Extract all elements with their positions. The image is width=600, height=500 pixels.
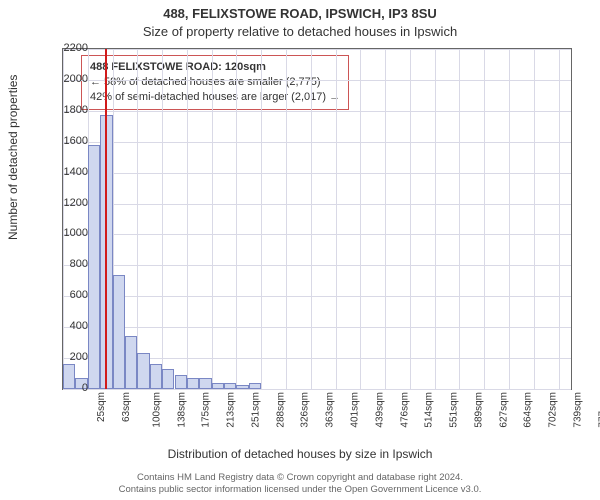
footer-line-1: Contains HM Land Registry data © Crown c…: [137, 472, 463, 483]
footer-attribution: Contains HM Land Registry data © Crown c…: [0, 472, 600, 496]
title-main: 488, FELIXSTOWE ROAD, IPSWICH, IP3 8SU: [0, 6, 600, 21]
info-line-3: 42% of semi-detached houses are larger (…: [90, 90, 340, 105]
x-tick: 100sqm: [151, 392, 162, 428]
x-tick: 664sqm: [523, 392, 534, 428]
x-tick: 739sqm: [573, 392, 584, 428]
y-tick: 200: [40, 351, 88, 363]
histogram-bar: [113, 275, 125, 389]
histogram-bar: [150, 364, 162, 389]
title-sub: Size of property relative to detached ho…: [0, 24, 600, 39]
x-tick: 213sqm: [226, 392, 237, 428]
x-tick: 138sqm: [176, 392, 187, 428]
y-tick: 0: [40, 382, 88, 394]
histogram-bar: [249, 383, 261, 389]
y-tick: 800: [40, 258, 88, 270]
x-tick: 476sqm: [399, 392, 410, 428]
histogram-bar: [125, 336, 137, 389]
histogram-bar: [236, 385, 248, 389]
info-line-2: ← 58% of detached houses are smaller (2,…: [90, 75, 340, 90]
x-tick: 175sqm: [201, 392, 212, 428]
info-line-1: 488 FELIXSTOWE ROAD: 120sqm: [90, 60, 340, 75]
x-tick: 63sqm: [121, 392, 132, 422]
histogram-bar: [187, 378, 199, 389]
footer-line-2: Contains public sector information licen…: [119, 484, 482, 495]
marker-info-box: 488 FELIXSTOWE ROAD: 120sqm ← 58% of det…: [81, 55, 349, 110]
y-tick: 2200: [40, 42, 88, 54]
x-tick: 514sqm: [424, 392, 435, 428]
histogram-bar: [88, 145, 100, 389]
y-tick: 1200: [40, 197, 88, 209]
histogram-bar: [212, 383, 224, 389]
y-tick: 600: [40, 289, 88, 301]
x-tick: 401sqm: [350, 392, 361, 428]
x-axis-label: Distribution of detached houses by size …: [0, 447, 600, 461]
y-tick: 1000: [40, 227, 88, 239]
histogram-bar: [137, 353, 149, 389]
histogram-bar: [199, 378, 211, 389]
x-tick: 589sqm: [473, 392, 484, 428]
y-tick: 1800: [40, 104, 88, 116]
x-tick: 326sqm: [300, 392, 311, 428]
x-tick: 702sqm: [548, 392, 559, 428]
x-tick: 363sqm: [325, 392, 336, 428]
x-tick: 551sqm: [449, 392, 460, 428]
y-tick: 1600: [40, 135, 88, 147]
property-marker-line: [105, 49, 107, 389]
x-tick: 25sqm: [96, 392, 107, 422]
x-tick: 251sqm: [250, 392, 261, 428]
histogram-bar: [175, 375, 187, 389]
x-tick: 288sqm: [275, 392, 286, 428]
histogram-bar: [162, 369, 174, 389]
y-axis-label: Number of detached properties: [6, 75, 20, 240]
x-tick: 439sqm: [374, 392, 385, 428]
x-tick: 627sqm: [498, 392, 509, 428]
y-tick: 1400: [40, 166, 88, 178]
y-tick: 400: [40, 320, 88, 332]
histogram-plot: 488 FELIXSTOWE ROAD: 120sqm ← 58% of det…: [62, 48, 572, 390]
page-root: { "title_main": "488, FELIXSTOWE ROAD, I…: [0, 0, 600, 500]
histogram-bar: [224, 383, 236, 389]
y-tick: 2000: [40, 73, 88, 85]
